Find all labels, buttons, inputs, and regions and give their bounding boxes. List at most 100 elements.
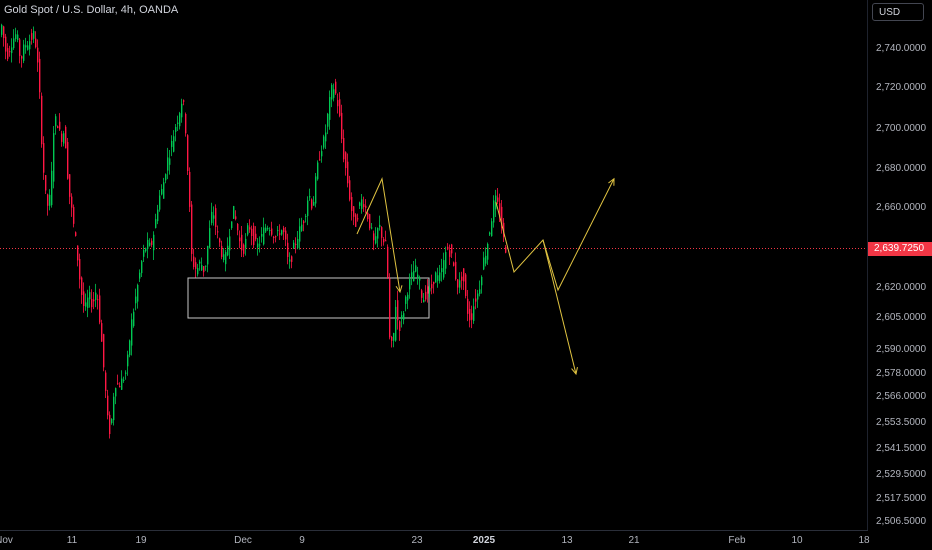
candle-body — [85, 302, 87, 307]
candle-body — [171, 140, 173, 147]
candle-body — [261, 234, 263, 237]
candle-body — [343, 137, 345, 160]
price-tick-label: 2,680.0000 — [876, 163, 927, 174]
candle-body — [33, 30, 35, 39]
candle-body — [219, 238, 221, 243]
candle-body — [239, 237, 241, 242]
candle-body — [431, 284, 433, 289]
candle-body — [291, 256, 293, 262]
chart-title: Gold Spot / U.S. Dollar, 4h, OANDA — [4, 4, 179, 16]
candle-body — [407, 294, 409, 301]
candle-body — [165, 174, 167, 181]
candle-body — [45, 175, 47, 191]
price-tick-label: 2,740.0000 — [876, 43, 927, 54]
candle-body — [423, 299, 425, 303]
candle-body — [443, 260, 445, 278]
arrowhead-up — [608, 177, 615, 186]
candle-body — [475, 298, 477, 302]
candle-body — [111, 419, 113, 424]
candle-body — [435, 272, 437, 283]
candle-body — [181, 103, 183, 118]
candle-body — [383, 238, 385, 243]
candle-body — [179, 113, 181, 127]
candle-body — [289, 259, 291, 262]
candle-body — [125, 372, 127, 374]
candle-body — [405, 296, 407, 304]
candle-body — [135, 296, 137, 304]
candle-body — [133, 311, 135, 327]
time-tick-label: Feb — [728, 535, 746, 546]
candle-body — [449, 250, 451, 257]
price-chart[interactable] — [0, 0, 868, 530]
candle-body — [395, 306, 397, 341]
candle-body — [185, 113, 187, 134]
candle-body — [281, 230, 283, 235]
candle-body — [251, 228, 253, 237]
candle-body — [99, 295, 101, 323]
candle-body — [325, 132, 327, 142]
candle-body — [149, 242, 151, 246]
candle-body — [79, 258, 81, 280]
candle-body — [37, 47, 39, 63]
candle-body — [357, 218, 359, 220]
candle-body — [253, 225, 255, 245]
price-tick-label: 2,529.5000 — [876, 469, 927, 480]
time-axis-divider — [0, 530, 868, 531]
candle-body — [73, 207, 75, 224]
candle-body — [411, 272, 413, 278]
candle-body — [147, 239, 149, 249]
currency-button[interactable]: USD — [872, 3, 924, 21]
candle-body — [409, 279, 411, 290]
price-tick-label: 2,506.5000 — [876, 516, 927, 527]
candle-body — [221, 245, 223, 257]
candle-body — [273, 236, 275, 238]
time-tick-label: 23 — [411, 535, 423, 546]
candle-body — [3, 26, 5, 39]
candle-body — [283, 227, 285, 233]
candle-body — [485, 255, 487, 264]
candle-body — [195, 262, 197, 269]
candle-body — [295, 243, 297, 245]
candle-body — [297, 238, 299, 248]
price-tick-label: 2,620.0000 — [876, 282, 927, 293]
candle-body — [361, 199, 363, 209]
candle-body — [231, 221, 233, 229]
candle-body — [119, 385, 121, 388]
candle-body — [213, 215, 215, 219]
candle-body — [359, 202, 361, 206]
candle-body — [81, 277, 83, 295]
candle-body — [397, 300, 399, 321]
candle-body — [469, 308, 471, 321]
candle-body — [263, 227, 265, 245]
candle-body — [351, 196, 353, 212]
candle-body — [41, 95, 43, 145]
candle-body — [115, 388, 117, 397]
projection-path-up — [495, 178, 615, 292]
candle-body — [501, 206, 503, 229]
price-tick-label: 2,700.0000 — [876, 123, 927, 134]
candle-body — [163, 182, 165, 199]
candle-body — [105, 372, 107, 391]
candle-body — [121, 378, 123, 390]
candle-body — [109, 414, 111, 435]
candle-body — [39, 58, 41, 93]
time-tick-label: 19 — [135, 535, 147, 546]
candle-body — [459, 280, 461, 288]
candle-body — [233, 206, 235, 219]
candle-body — [399, 321, 401, 332]
candle-body — [259, 244, 261, 246]
candle-body — [25, 45, 27, 48]
candle-body — [313, 201, 315, 206]
candle-body — [103, 334, 105, 368]
candle-body — [27, 45, 29, 50]
time-tick-label: 13 — [561, 535, 573, 546]
candle-body — [43, 143, 45, 173]
candle-body — [255, 233, 257, 240]
candle-body — [71, 196, 73, 208]
candle-body — [479, 289, 481, 294]
candle-body — [335, 81, 337, 94]
candle-body — [17, 34, 19, 41]
candle-body — [193, 256, 195, 267]
candle-body — [493, 200, 495, 223]
price-tick-label: 2,578.0000 — [876, 368, 927, 379]
